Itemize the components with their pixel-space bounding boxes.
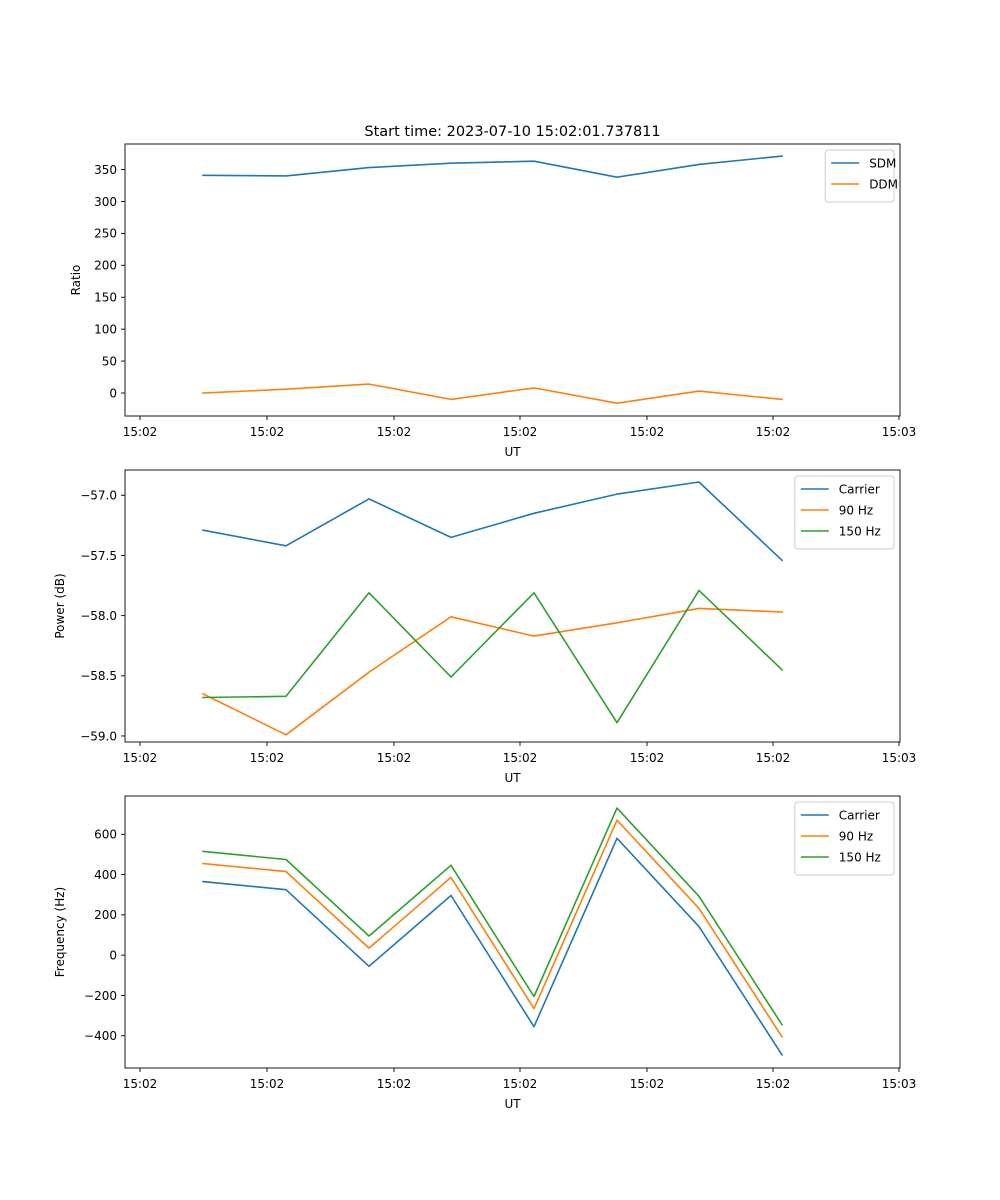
legend-label: 90 Hz: [839, 503, 873, 517]
y-tick-label: −58.0: [80, 609, 117, 623]
x-tick-label: 15:03: [882, 425, 917, 439]
legend: Carrier 90 Hz 150 Hz: [794, 475, 895, 550]
x-tick-label: 15:03: [882, 1077, 917, 1091]
x-tick-label: 15:02: [377, 751, 412, 765]
y-axis-label: Frequency (Hz): [53, 887, 67, 978]
x-tick-label: 15:02: [377, 1077, 412, 1091]
y-tick-label: 200: [94, 908, 117, 922]
x-axis-label: UT: [504, 445, 521, 459]
legend-label: Carrier: [839, 482, 880, 496]
x-tick-label: 15:02: [503, 751, 538, 765]
x-tick-label: 15:02: [630, 751, 665, 765]
x-tick-label: 15:02: [377, 425, 412, 439]
chart-title: Start time: 2023-07-10 15:02:01.737811: [364, 124, 660, 140]
y-tick-label: 100: [94, 322, 117, 336]
panels: 15:02 15:02 15:02 15:02 15:02 15:02 15:03 0 50 10…: [53, 143, 917, 1111]
legend-label: 150 Hz: [839, 850, 881, 864]
y-tick-label: 400: [94, 868, 117, 882]
series-line-ddm: [202, 383, 783, 405]
axes-frame: [124, 143, 901, 417]
y-tick-label: 350: [94, 163, 117, 177]
x-tick-label: 15:02: [123, 1077, 158, 1091]
x-tick-label: 15:02: [250, 751, 285, 765]
x-tick-label: 15:02: [503, 425, 538, 439]
legend-label: DDM: [869, 177, 898, 191]
panel-1: 15:02 15:02 15:02 15:02 15:02 15:02 15:03 0 50 10…: [69, 143, 917, 459]
y-tick-label: 150: [94, 291, 117, 305]
y-tick-label: −59.0: [80, 729, 117, 743]
legend-label: 150 Hz: [839, 524, 881, 538]
series-line-90-hz: [202, 819, 784, 1038]
series-line-150-hz: [202, 807, 784, 1026]
y-tick-label: −57.5: [80, 549, 117, 563]
y-tick-label: −400: [84, 1029, 117, 1043]
y-tick-label: −58.5: [80, 669, 117, 683]
x-tick-label: 15:02: [503, 1077, 538, 1091]
legend-label: SDM: [869, 156, 896, 170]
axes-frame: [124, 469, 901, 743]
x-tick-label: 15:02: [630, 425, 665, 439]
x-tick-label: 15:02: [250, 1077, 285, 1091]
y-tick-label: 0: [109, 386, 117, 400]
series-line-carrier: [202, 481, 784, 562]
legend: SDM DDM: [824, 149, 898, 203]
x-tick-label: 15:02: [756, 751, 791, 765]
x-tick-label: 15:02: [250, 425, 285, 439]
x-tick-label: 15:02: [630, 1077, 665, 1091]
series-line-sdm: [202, 155, 783, 178]
y-tick-label: 0: [109, 948, 117, 962]
panel-2: 15:02 15:02 15:02 15:02 15:02 15:02 15:03 −59.0…: [53, 469, 917, 785]
y-tick-label: 200: [94, 259, 117, 273]
x-axis-label: UT: [504, 771, 521, 785]
y-tick-label: −200: [84, 989, 117, 1003]
y-tick-label: 250: [94, 227, 117, 241]
series-line-90-hz: [201, 607, 783, 736]
x-axis-label: UT: [504, 1097, 521, 1111]
x-tick-label: 15:02: [123, 751, 158, 765]
y-tick-label: 50: [102, 354, 117, 368]
x-tick-label: 15:02: [756, 425, 791, 439]
legend-label: 90 Hz: [839, 829, 873, 843]
legend-label: Carrier: [839, 808, 880, 822]
x-tick-label: 15:03: [882, 751, 917, 765]
x-tick-label: 15:02: [123, 425, 158, 439]
panel-3: 15:02 15:02 15:02 15:02 15:02 15:02 15:03 −400 −…: [53, 795, 917, 1111]
axes-frame: [124, 795, 901, 1069]
legend: Carrier 90 Hz 150 Hz: [794, 801, 895, 876]
x-tick-label: 15:02: [756, 1077, 791, 1091]
y-tick-label: −57.0: [80, 489, 117, 503]
series-line-carrier: [202, 837, 784, 1057]
series-line-150-hz: [202, 589, 784, 724]
y-tick-label: 600: [94, 828, 117, 842]
y-axis-label: Power (dB): [53, 573, 67, 638]
y-axis-label: Ratio: [69, 265, 83, 296]
y-tick-label: 300: [94, 195, 117, 209]
